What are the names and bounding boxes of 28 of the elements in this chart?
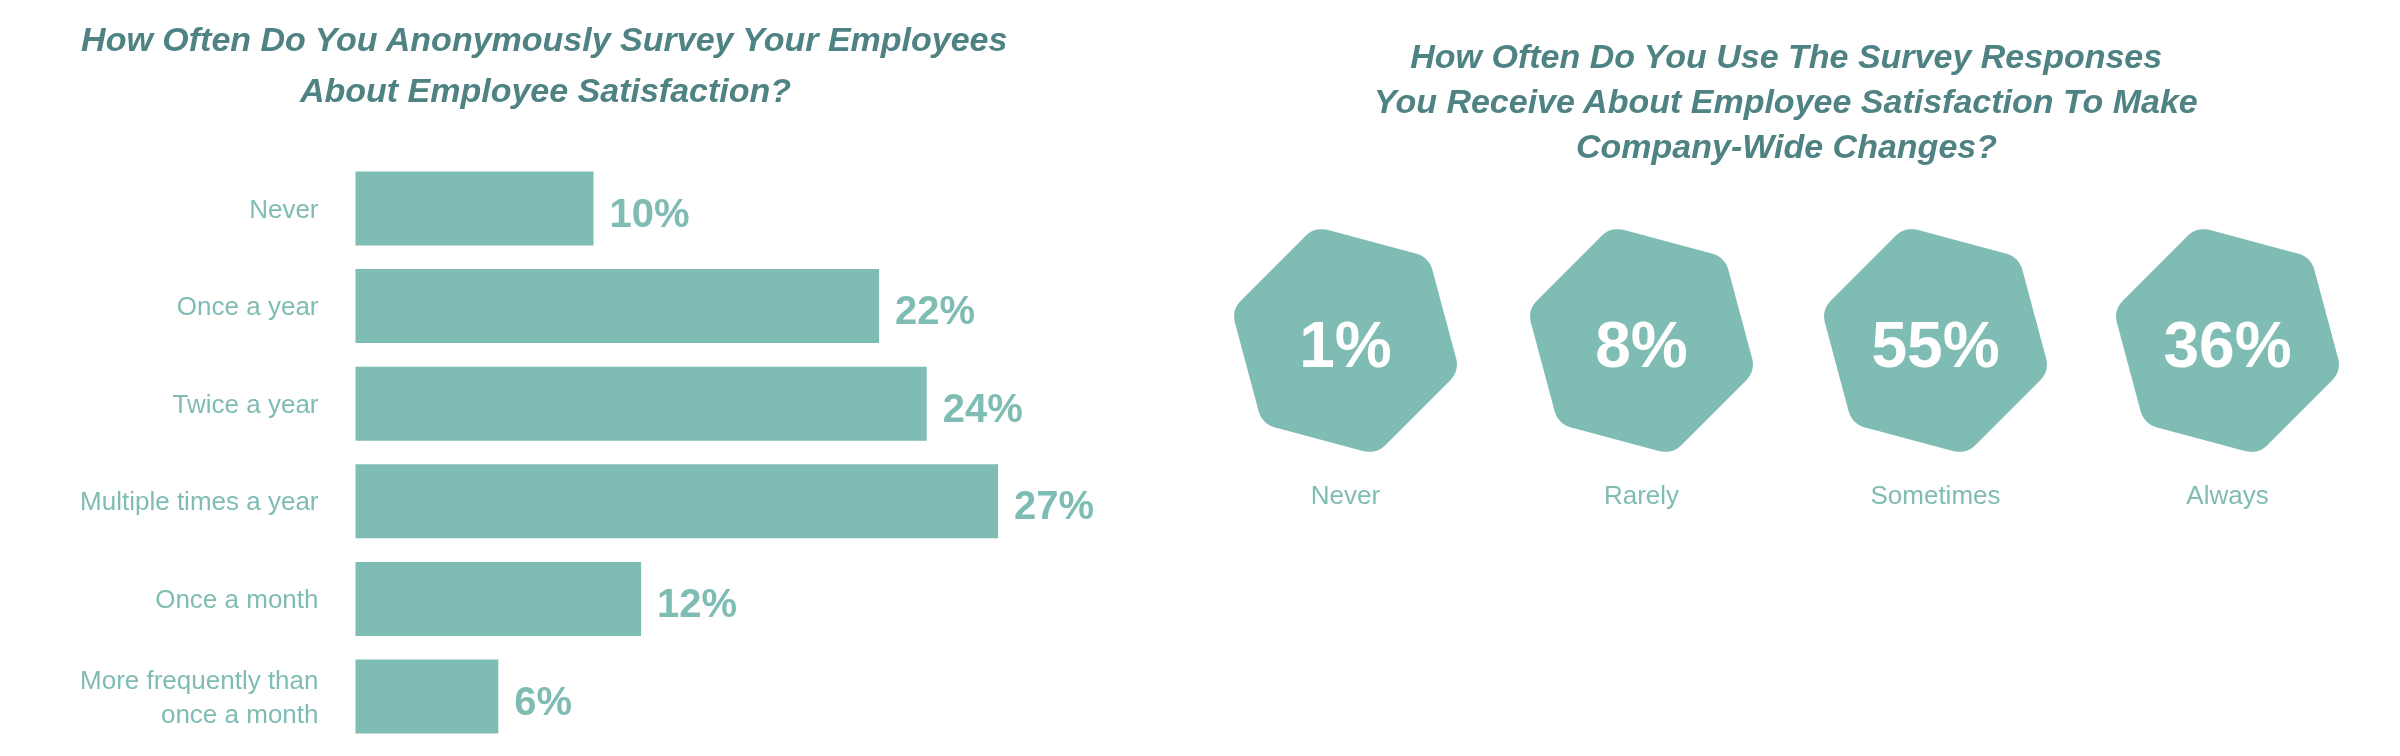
data-label: 6% [514,678,573,723]
text: How Often Do You Use The Survey Responses You Receive About Employee Satisfaction To Make Company-Wide Changes? [1373,36,2198,165]
y-tick-label: Never [249,193,319,224]
y-tick-label: More frequently than once a month [80,664,319,729]
bar [355,171,594,246]
bar [355,659,499,734]
bar [355,561,642,636]
category-label: Rarely [1603,479,1680,510]
data-label: 55% [1871,308,2000,381]
bar [355,269,880,344]
category-label: Never [1310,479,1381,510]
data-label: 36% [2163,308,2292,381]
y-tick-label: Multiple times a year [80,486,319,517]
y-tick-label: Once a month [155,583,319,614]
data-label: 1% [1299,308,1392,381]
category-label: Always [2186,479,2269,510]
bar [355,464,999,539]
data-label: 8% [1595,308,1688,381]
y-tick-label: Twice a year [172,388,319,419]
chart-title: How Often Do You Anonymously Survey Your Employees About Employee Satisfaction? [81,19,1008,109]
bar [355,366,927,441]
data-label: 22% [895,288,976,333]
data-label: 24% [942,385,1023,430]
y-tick-label: Once a year [176,291,319,322]
category-label: Sometimes [1870,479,2001,510]
data-label: 27% [1014,483,1095,528]
data-label: 10% [609,190,690,235]
data-label: 12% [657,580,738,625]
